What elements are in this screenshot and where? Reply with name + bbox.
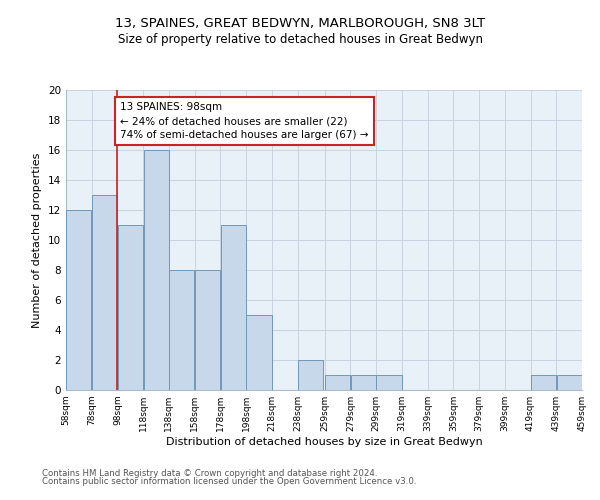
Bar <box>247 315 272 390</box>
Text: 13 SPAINES: 98sqm
← 24% of detached houses are smaller (22)
74% of semi-detached: 13 SPAINES: 98sqm ← 24% of detached hous… <box>120 102 368 140</box>
Bar <box>221 225 246 390</box>
X-axis label: Distribution of detached houses by size in Great Bedwyn: Distribution of detached houses by size … <box>166 437 482 447</box>
Bar <box>557 375 581 390</box>
Bar <box>351 375 376 390</box>
Bar <box>531 375 556 390</box>
Text: Contains public sector information licensed under the Open Government Licence v3: Contains public sector information licen… <box>42 477 416 486</box>
Bar <box>118 225 143 390</box>
Text: Size of property relative to detached houses in Great Bedwyn: Size of property relative to detached ho… <box>118 32 482 46</box>
Bar <box>143 150 169 390</box>
Bar <box>298 360 323 390</box>
Bar <box>376 375 401 390</box>
Bar <box>169 270 194 390</box>
Text: 13, SPAINES, GREAT BEDWYN, MARLBOROUGH, SN8 3LT: 13, SPAINES, GREAT BEDWYN, MARLBOROUGH, … <box>115 18 485 30</box>
Y-axis label: Number of detached properties: Number of detached properties <box>32 152 43 328</box>
Bar <box>195 270 220 390</box>
Bar <box>92 195 117 390</box>
Text: Contains HM Land Registry data © Crown copyright and database right 2024.: Contains HM Land Registry data © Crown c… <box>42 468 377 477</box>
Bar <box>67 210 91 390</box>
Bar <box>325 375 350 390</box>
